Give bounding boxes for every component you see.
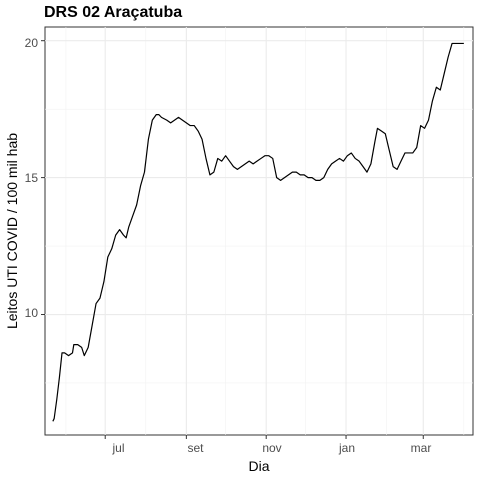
series-line-0 xyxy=(52,42,464,422)
series-layer xyxy=(52,42,464,422)
y-tick-label-15: 15 xyxy=(25,171,39,185)
plot-panel xyxy=(44,26,474,436)
panel-border xyxy=(44,26,474,436)
y-tick-label-20: 20 xyxy=(25,36,39,50)
x-axis-title: Dia xyxy=(248,458,269,474)
chart-title: DRS 02 Araçatuba xyxy=(44,4,182,21)
x-tick-label-mar: mar xyxy=(411,441,432,455)
major-gridlines xyxy=(45,27,473,435)
x-axis: jul set nov jan mar xyxy=(104,435,432,455)
x-tick-label-jul: jul xyxy=(111,441,124,455)
minor-gridlines xyxy=(45,27,473,435)
y-axis: 10 15 20 xyxy=(25,36,45,320)
x-tick-label-jan: jan xyxy=(338,441,355,455)
y-tick-label-10: 10 xyxy=(25,306,39,320)
x-tick-label-nov: nov xyxy=(262,441,281,455)
y-axis-title: Leitos UTI COVID / 100 mil hab xyxy=(4,133,20,329)
x-tick-label-set: set xyxy=(187,441,204,455)
